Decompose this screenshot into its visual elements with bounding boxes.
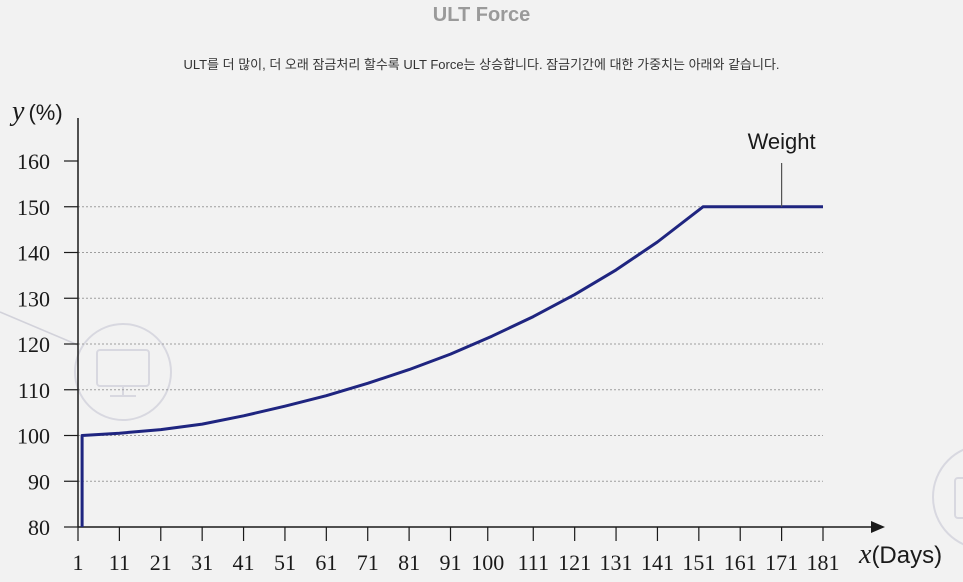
x-tick-label: 161 — [724, 550, 757, 575]
x-tick-label: 11 — [109, 550, 130, 575]
y-axis-label: y (%) — [9, 96, 63, 127]
annotation-label: Weight — [748, 129, 816, 154]
y-tick-label: 80 — [28, 515, 50, 540]
x-tick-label: 21 — [150, 550, 172, 575]
y-tick-label: 90 — [28, 469, 50, 494]
y-tick-label: 100 — [17, 424, 50, 449]
x-tick-label: 141 — [641, 550, 674, 575]
x-tick-label: 81 — [398, 550, 420, 575]
x-axis-arrow — [871, 521, 885, 533]
y-tick-label: 110 — [18, 378, 50, 403]
x-tick-label: 181 — [807, 550, 840, 575]
y-tick-label: 120 — [17, 332, 50, 357]
x-tick-label: 51 — [274, 550, 296, 575]
x-tick-label: 151 — [682, 550, 715, 575]
y-tick-label: 150 — [17, 195, 50, 220]
watermark-decoration — [0, 311, 963, 546]
page-title: ULT Force — [432, 4, 531, 26]
y-tick-label: 140 — [17, 241, 50, 266]
x-tick-label: 131 — [600, 550, 633, 575]
y-tick-label: 160 — [17, 149, 50, 174]
x-tick-label: 100 — [471, 550, 504, 575]
page-description: ULT를 더 많이, 더 오래 잠금처리 할수록 ULT Force는 상승합니… — [183, 57, 780, 72]
x-tick-label: 1 — [73, 550, 84, 575]
x-tick-label: 71 — [357, 550, 379, 575]
y-tick-label: 130 — [17, 286, 50, 311]
x-tick-label: 61 — [315, 550, 337, 575]
x-tick-label: 41 — [233, 550, 255, 575]
x-tick-label: 31 — [191, 550, 213, 575]
x-tick-label: 111 — [518, 550, 549, 575]
x-tick-label: 91 — [440, 550, 462, 575]
x-tick-label: 171 — [765, 550, 798, 575]
x-tick-label: 121 — [558, 550, 591, 575]
x-axis-label: x(Days) — [858, 539, 942, 570]
series-line-weight — [80, 205, 823, 527]
